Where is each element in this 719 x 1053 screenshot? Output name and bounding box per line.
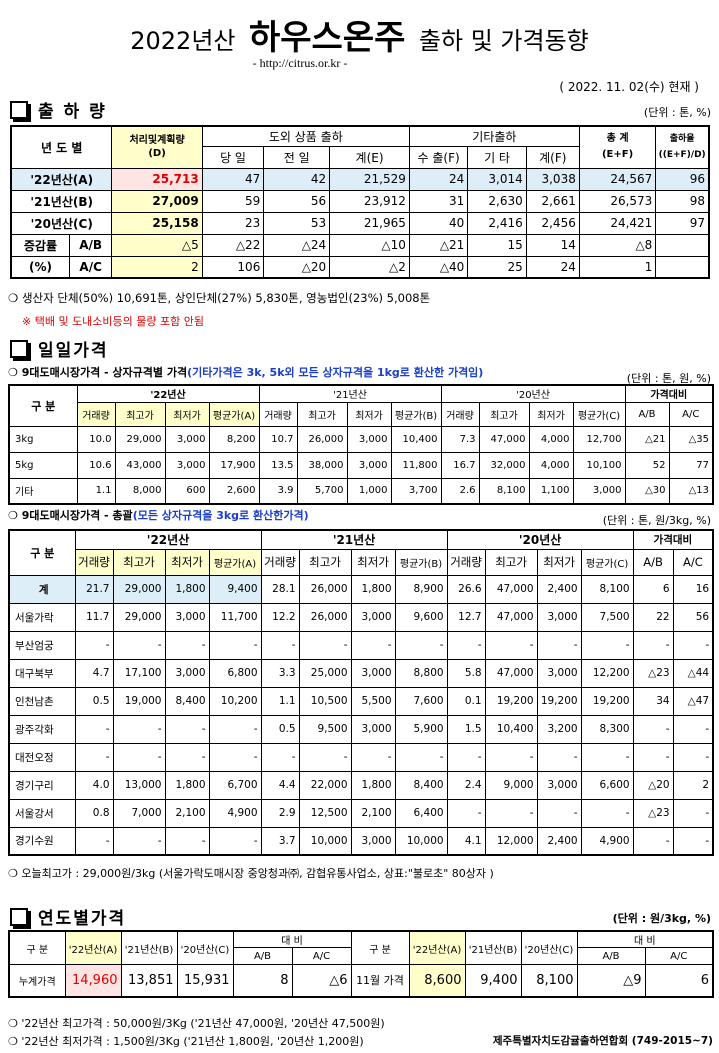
org-name: 제주특별자치도감귤출하연합회 (749-2015~7) [492, 1035, 713, 1047]
table-row: 증감률 A/B △5 △22 △24 △10 △21 15 14 △8 [10, 233, 710, 257]
shipment-note: ❍ 생산자 단체(50%) 10,691톤, 상인단체(27%) 5,830톤,… [8, 291, 431, 305]
table-row: '20년산(C) 25,158 23 53 21,965 40 2,416 2,… [10, 211, 710, 235]
page-title: 2022년산 하우스온주 출하 및 가격동향 [0, 10, 719, 59]
table-row: '21년산(B) 27,009 59 56 23,912 31 2,630 2,… [10, 189, 710, 213]
table-row: 대전오정 - - - - - - - - - - - - - - [8, 742, 714, 772]
today-max-note: ❍ 오늘최고가 : 29,000원/3kg (서울가락도매시장 중앙청과㈜, 감… [8, 867, 494, 880]
table-row: (%) A/C 2 106 △20 △2 △40 25 24 1 [10, 255, 710, 279]
url-text: - http://citrus.or.kr - [252, 56, 348, 70]
title-prefix: 2022년산 [130, 27, 236, 55]
shipment-note-red: ※ 택배 및 도내소비등의 물량 포함 안됨 [22, 315, 204, 328]
col-today: 당 일 [201, 145, 265, 169]
section-daily-title: 일일가격 [10, 336, 109, 361]
table-row: 대구북부 4.7 17,100 3,000 6,800 3.3 25,000 3,000 8,8… [8, 658, 714, 688]
section-annual-title: 연도별가격 [10, 904, 126, 929]
table-row: 경기수원 - - - -3.7 10,000 3,000 10,000 4.1 12,000 2,4… [8, 826, 714, 856]
shipment-table: 년 도 별 처리및계획량 (D) 도외 상품 출하 기타출하 총 계 (E+F) 출… [10, 125, 710, 279]
table-row: 인천남촌 0.5 19,000 8,400 10,200 1.1 10,500 5,500 7,… [8, 686, 714, 716]
square-bullet-icon [10, 339, 28, 358]
title-suffix: 출하 및 가격동향 [418, 27, 589, 55]
total-price-title: ❍ 9대도매시장가격 - 총괄(모든 상자규격을 3kg로 환산한가격) [8, 509, 309, 522]
circle-bullet-icon: ❍ [8, 291, 19, 305]
table-row: 누계가격 14,960 13,851 15,931 8 △6 11월 가격 8,… [8, 964, 714, 997]
table-row: 5kg 10.6 43,000 3,000 17,900 13.5 38,000 3,000 1… [8, 451, 714, 479]
col-osum: 계(F) [525, 145, 580, 169]
size-price-unit: (단위 : 톤, 원, %) [626, 372, 711, 385]
table-row: 광주각화 - - - -0.5 9,500 3,000 5,900 1.5 10,400 3,200… [8, 714, 714, 744]
section-shipment-title: 출 하 량 [10, 97, 107, 122]
table-row: 부산엄궁 - - - - - - - - - - - - - - [8, 630, 714, 660]
col-export: 수 출(F) [408, 145, 469, 169]
table-row: 기타 1.1 8,000 600 2,600 3.9 5,700 1,000 3,700 2.6 8… [8, 477, 714, 505]
square-bullet-icon [10, 907, 28, 926]
total-price-table: 구 분 '22년산 '21년산 '20년산 가격대비 거래량 최고가 최저가 평… [8, 529, 715, 856]
table-row: 서울가락 11.7 29,000 3,000 11,700 12.2 26,000 3,000… [8, 602, 714, 632]
table-row: 서울강서 0.8 7,000 2,100 4,900 2.9 12,500 2,100 6,40… [8, 798, 714, 828]
size-price-table: 구 분 '22년산 '21년산 '20년산 가격대비 거래량 최고가 최저가 평… [8, 384, 715, 505]
table-row: '22년산(A) 25,713 47 42 21,529 24 3,014 3,… [10, 167, 710, 191]
col-dsum: 계(E) [329, 145, 410, 169]
col-plan: 처리및계획량 (D) [111, 125, 203, 169]
size-price-title: ❍ 9대도매시장가격 - 상자규격별 가격(기타가격은 3k, 5k외 모든 상… [8, 366, 484, 379]
col-total: 총 계 (E+F) [578, 125, 657, 169]
col-year: 년 도 별 [10, 125, 113, 169]
square-bullet-icon [10, 100, 28, 119]
col-other: 기타출하 [408, 125, 580, 147]
table-row: 계 21.7 29,000 1,800 9,400 28.1 26,000 1,800 8,90… [8, 574, 714, 604]
col-ratio: 출하율 ((E+F)/D) [655, 125, 710, 169]
col-etc: 기 타 [467, 145, 527, 169]
table-row: 3kg 10.0 29,000 3,000 8,200 10.7 26,000 3,000 10… [8, 425, 714, 453]
annual-table: 구 분 '22년산(A) '21년산(B) '20년산(C) 대 비 구 분 '… [8, 930, 714, 998]
col-prev: 전 일 [263, 145, 331, 169]
report-date: ( 2022. 11. 02(수) 현재 ) [559, 80, 699, 94]
annual-max-note: ❍ '22년산 최고가격 : 50,000원/3Kg ('21년산 47,000… [8, 1017, 385, 1030]
table-row: 경기구리 4.0 13,000 1,800 6,700 4.4 22,000 1,800 8,4… [8, 770, 714, 800]
col-domestic: 도외 상품 출하 [201, 125, 410, 147]
total-price-unit: (단위 : 톤, 원/3kg, %) [602, 514, 711, 527]
annual-unit: (단위 : 원/3kg, %) [612, 912, 711, 925]
title-main: 하우스온주 [249, 18, 406, 58]
shipment-unit: (단위 : 톤, %) [643, 106, 711, 119]
annual-min-note: ❍ '22년산 최저가격 : 1,500원/3Kg ('21년산 1,800원,… [8, 1035, 364, 1048]
